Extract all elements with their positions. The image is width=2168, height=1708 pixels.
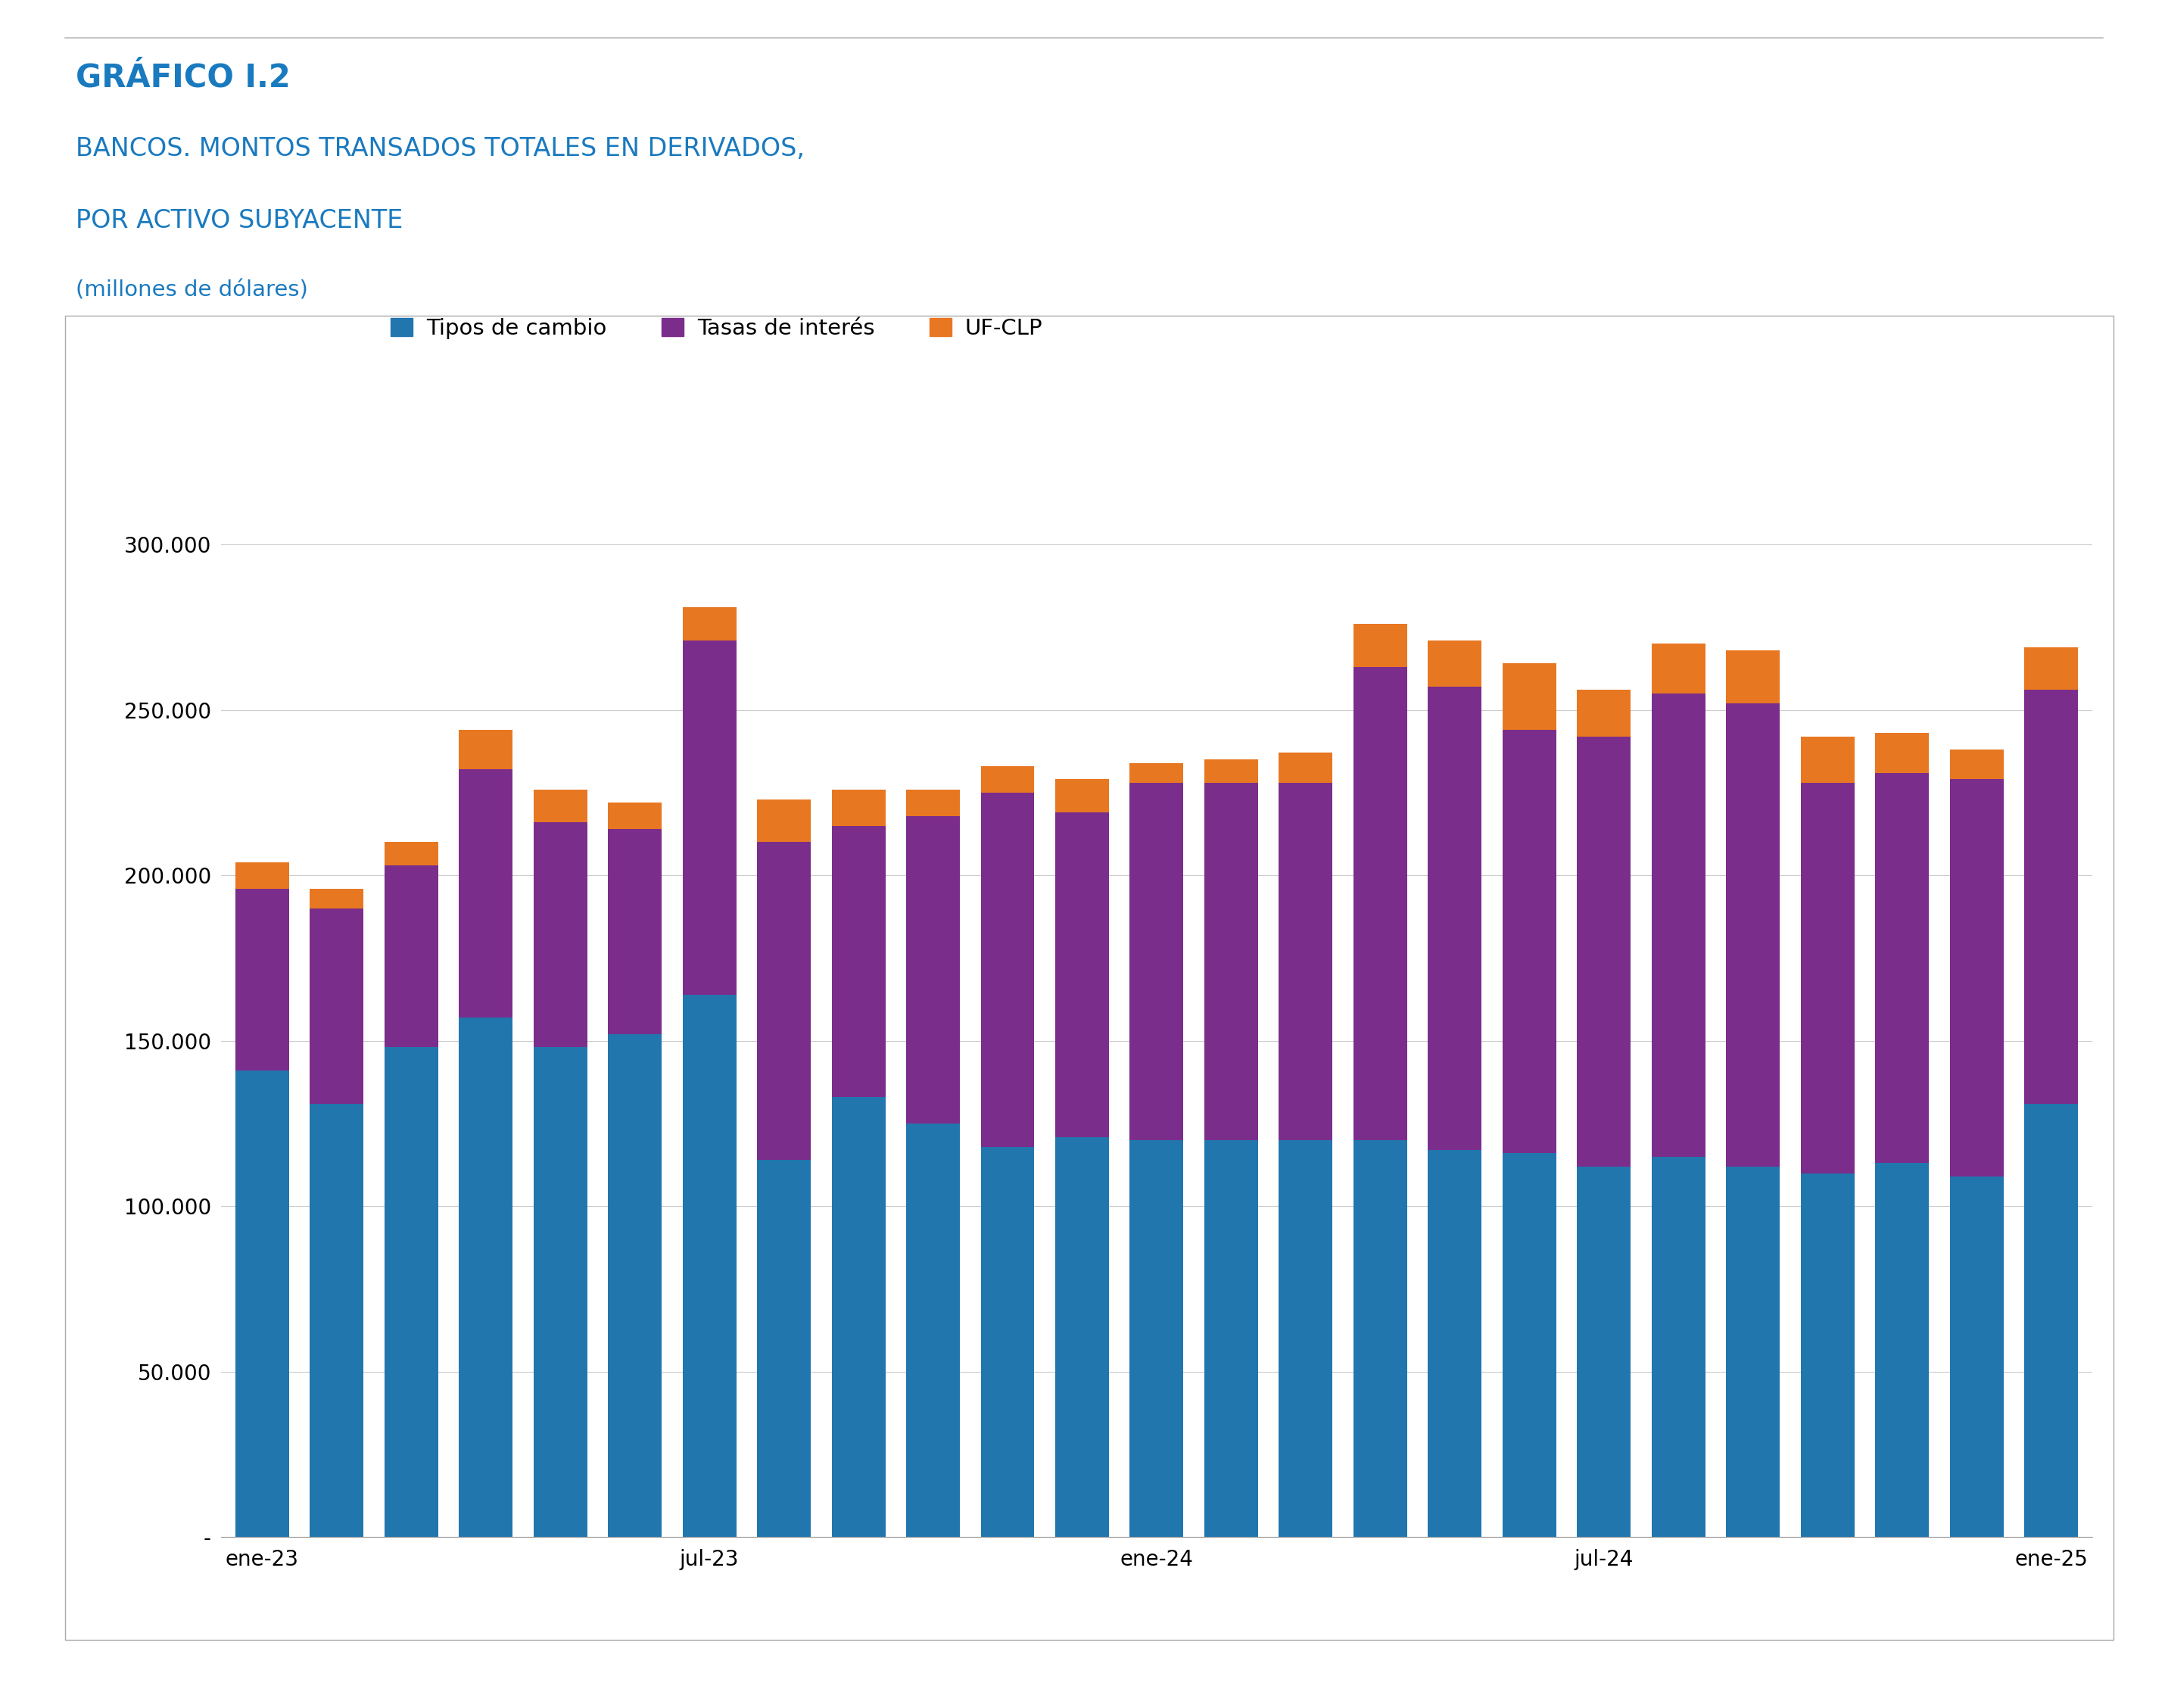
Bar: [384, 866, 438, 1047]
Bar: [1205, 782, 1257, 1141]
Bar: [906, 789, 960, 816]
Bar: [2025, 647, 2077, 690]
Bar: [1429, 640, 1481, 687]
Bar: [757, 842, 811, 1160]
Bar: [1056, 1138, 1108, 1537]
Bar: [1279, 1141, 1333, 1537]
Bar: [1502, 729, 1557, 1153]
Bar: [533, 1047, 588, 1537]
Bar: [980, 767, 1034, 793]
Bar: [1949, 779, 2003, 1177]
Bar: [1652, 693, 1706, 1156]
Bar: [1802, 736, 1854, 782]
Bar: [683, 640, 737, 994]
Bar: [533, 822, 588, 1047]
Bar: [1875, 772, 1930, 1163]
Bar: [1502, 1153, 1557, 1537]
Bar: [980, 1146, 1034, 1537]
Bar: [460, 769, 512, 1018]
Bar: [833, 789, 885, 825]
Legend: Tipos de cambio, Tasas de interés, UF-CLP: Tipos de cambio, Tasas de interés, UF-CL…: [382, 309, 1051, 348]
Bar: [1353, 1141, 1407, 1537]
Text: POR ACTIVO SUBYACENTE: POR ACTIVO SUBYACENTE: [76, 208, 403, 234]
Bar: [236, 863, 288, 888]
Bar: [607, 1035, 661, 1537]
Bar: [980, 793, 1034, 1146]
Bar: [1576, 690, 1630, 736]
Text: BANCOS. MONTOS TRANSADOS TOTALES EN DERIVADOS,: BANCOS. MONTOS TRANSADOS TOTALES EN DERI…: [76, 137, 804, 162]
Bar: [1205, 1141, 1257, 1537]
Bar: [1130, 782, 1184, 1141]
Bar: [310, 888, 364, 909]
Bar: [1130, 1141, 1184, 1537]
Bar: [906, 816, 960, 1124]
Bar: [1502, 664, 1557, 729]
Bar: [1802, 782, 1854, 1173]
Bar: [607, 803, 661, 828]
Bar: [1353, 623, 1407, 666]
Bar: [1652, 644, 1706, 693]
Bar: [683, 994, 737, 1537]
Bar: [906, 1124, 960, 1537]
Bar: [310, 909, 364, 1103]
Bar: [310, 1103, 364, 1537]
Bar: [1130, 763, 1184, 782]
Bar: [460, 1018, 512, 1537]
Bar: [757, 799, 811, 842]
Bar: [1726, 704, 1780, 1167]
Bar: [1205, 760, 1257, 782]
Bar: [533, 789, 588, 823]
Bar: [1726, 1167, 1780, 1537]
Bar: [236, 888, 288, 1071]
Bar: [1949, 1177, 2003, 1537]
Bar: [1429, 1149, 1481, 1537]
Bar: [1652, 1156, 1706, 1537]
Bar: [607, 828, 661, 1035]
Bar: [2025, 1103, 2077, 1537]
Bar: [1576, 736, 1630, 1167]
Bar: [757, 1160, 811, 1537]
Bar: [1576, 1167, 1630, 1537]
Bar: [1279, 753, 1333, 782]
Bar: [384, 1047, 438, 1537]
Bar: [2025, 690, 2077, 1103]
Bar: [833, 1097, 885, 1537]
Bar: [833, 825, 885, 1097]
Bar: [1949, 750, 2003, 779]
Bar: [1875, 1163, 1930, 1537]
Text: GRÁFICO I.2: GRÁFICO I.2: [76, 61, 291, 94]
Text: (millones de dólares): (millones de dólares): [76, 280, 308, 301]
Bar: [460, 729, 512, 769]
Bar: [384, 842, 438, 866]
Bar: [236, 1071, 288, 1537]
Bar: [1726, 651, 1780, 704]
Bar: [683, 608, 737, 640]
Bar: [1875, 733, 1930, 772]
Bar: [1056, 779, 1108, 813]
Bar: [1429, 687, 1481, 1149]
Bar: [1802, 1173, 1854, 1537]
Bar: [1279, 782, 1333, 1141]
Bar: [1056, 813, 1108, 1138]
Bar: [1353, 666, 1407, 1141]
